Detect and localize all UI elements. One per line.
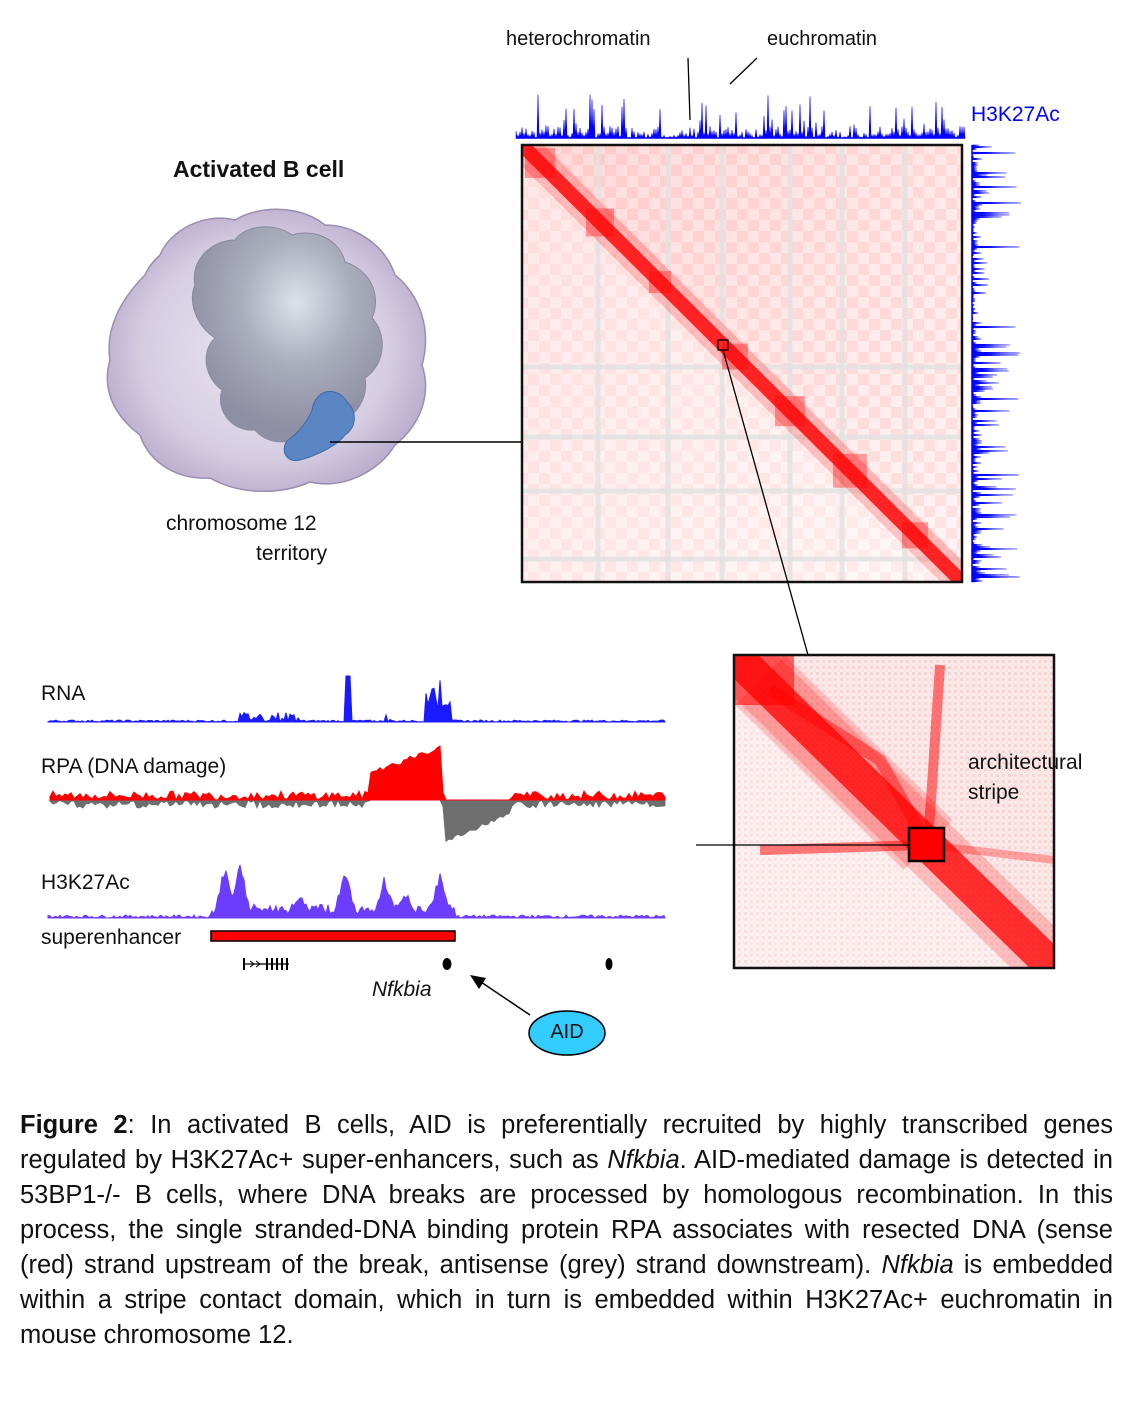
stripe-label-line2: stripe bbox=[968, 781, 1020, 804]
h3k27ac-track-signal bbox=[47, 864, 666, 919]
aid-bubble bbox=[528, 1010, 606, 1056]
caption-part3: is embedded within a stripe contact doma… bbox=[20, 1251, 1113, 1349]
caption-italic2: Nfkbia bbox=[881, 1251, 954, 1279]
caption-italic1: Nfkbia bbox=[607, 1146, 680, 1174]
rpa-track-label: RPA (DNA damage) bbox=[41, 755, 227, 778]
territory-label-line1: chromosome 12 bbox=[166, 512, 317, 535]
h3k27ac-top-track bbox=[515, 94, 966, 140]
nfkbia-gene-mark bbox=[442, 958, 452, 970]
h3k27ac-track-label: H3K27Ac bbox=[41, 871, 130, 894]
b-cell-illustration bbox=[106, 208, 522, 493]
h3k27ac-top-label: H3K27Ac bbox=[971, 103, 1060, 126]
superenhancer-bar bbox=[210, 930, 456, 942]
figure-graphic bbox=[47, 57, 1056, 1056]
hic-contact-map bbox=[522, 145, 962, 582]
rpa-track-signal bbox=[49, 745, 666, 843]
superenhancer-label: superenhancer bbox=[41, 926, 182, 949]
euchromatin-pointer bbox=[729, 57, 758, 85]
heterochromatin-pointer bbox=[687, 57, 691, 121]
figure-caption: Figure 2: In activated B cells, AID is p… bbox=[20, 1108, 1113, 1353]
stripe-anchor-box bbox=[907, 826, 946, 863]
zoom-connector-line bbox=[722, 349, 809, 656]
chromosome-12-territory bbox=[283, 390, 355, 462]
h3k27ac-side-track bbox=[970, 144, 1022, 583]
rna-track-label: RNA bbox=[41, 682, 86, 705]
territory-label-line2: territory bbox=[256, 542, 328, 565]
hic-map-frame bbox=[520, 143, 964, 584]
aid-arrow-line bbox=[477, 979, 531, 1016]
aid-label: AID bbox=[550, 1021, 584, 1043]
cell-title: Activated B cell bbox=[173, 156, 345, 182]
caption-part1: : In activated B cells, AID is preferent… bbox=[20, 1111, 1114, 1174]
stripe-label-line1: architectural bbox=[968, 751, 1083, 774]
zoomed-stripe-map bbox=[734, 655, 1054, 968]
gene-annotations bbox=[243, 958, 613, 970]
cell-nucleus bbox=[191, 226, 383, 443]
zoomed-map-frame bbox=[732, 653, 1056, 970]
caption-figure-label: Figure 2 bbox=[20, 1111, 128, 1139]
nfkbia-gene-label: Nfkbia bbox=[372, 978, 432, 1001]
rna-track-signal bbox=[47, 675, 666, 724]
caption-part2: . AID-mediated damage is detected in 53B… bbox=[20, 1146, 1113, 1279]
euchromatin-label: euchromatin bbox=[767, 28, 878, 50]
heterochromatin-label: heterochromatin bbox=[506, 28, 651, 50]
aid-arrow-head bbox=[470, 975, 486, 989]
